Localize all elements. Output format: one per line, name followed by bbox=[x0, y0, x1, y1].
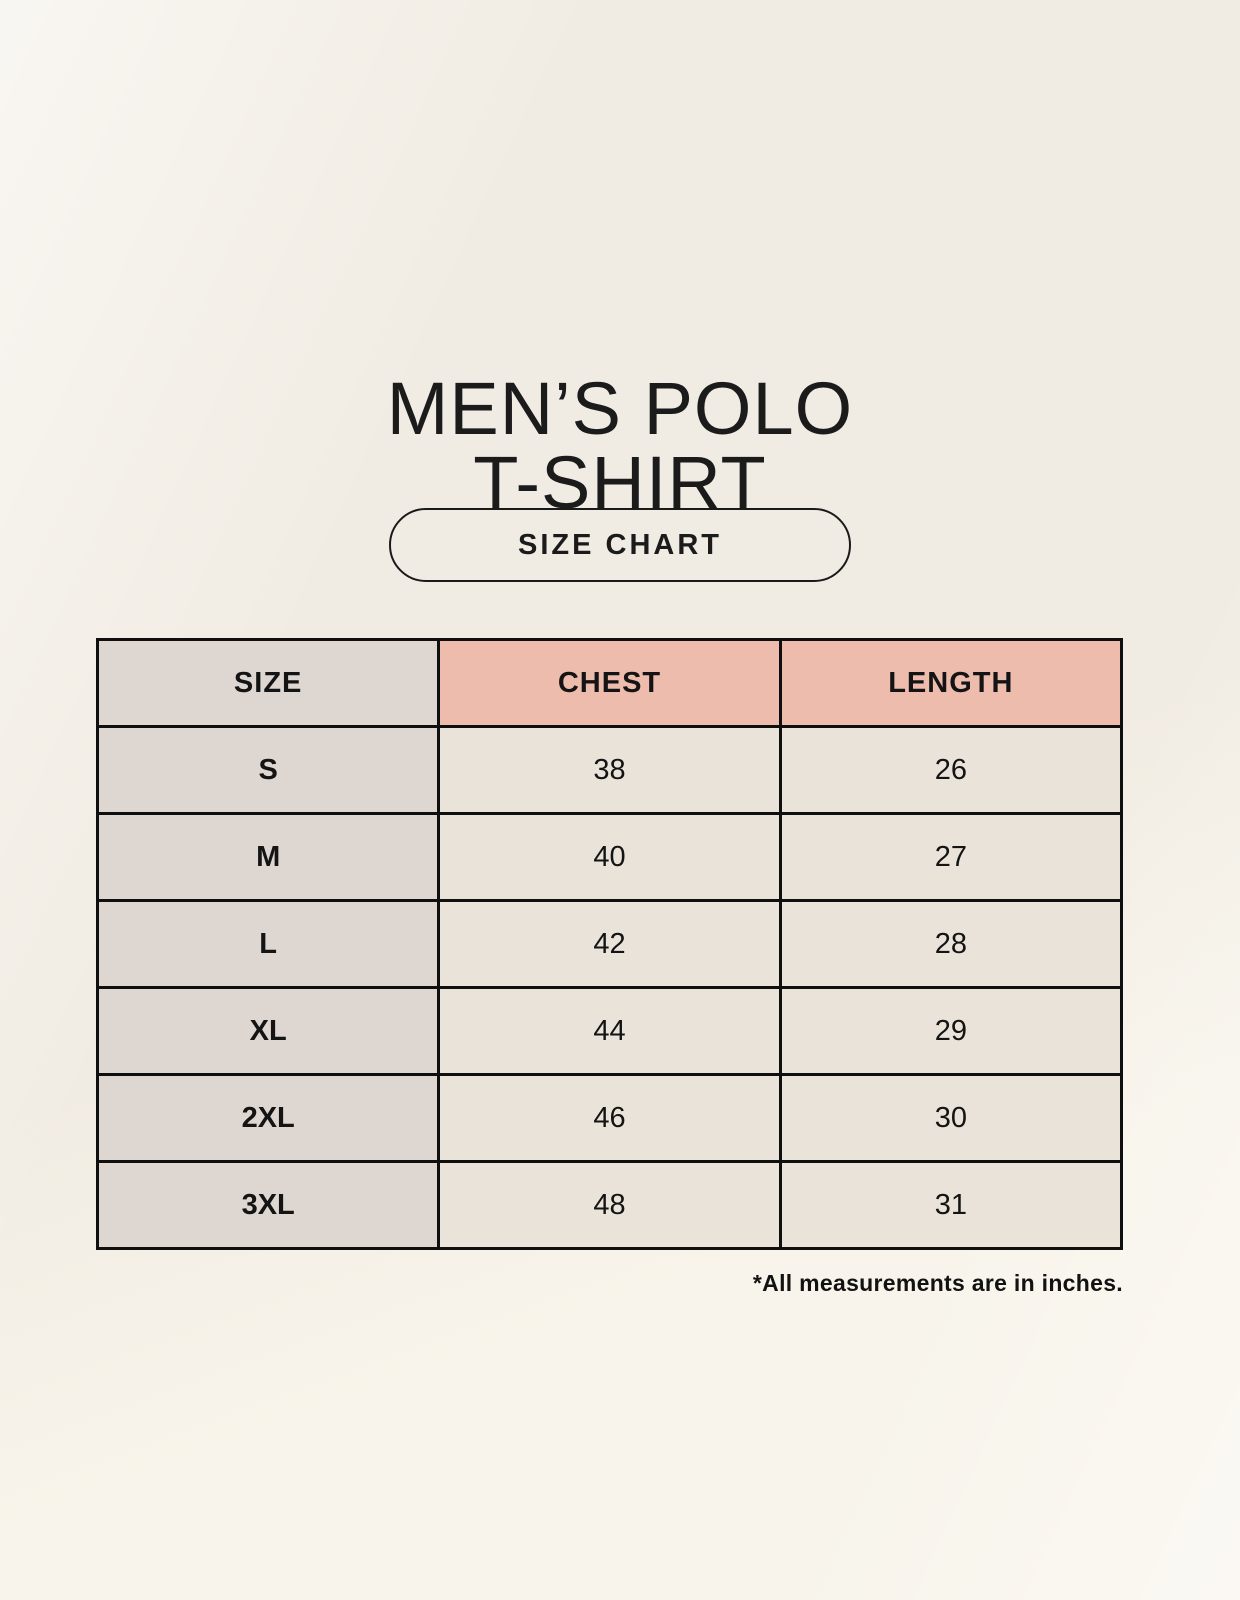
size-cell: M bbox=[95, 812, 441, 902]
length-cell: 27 bbox=[778, 812, 1124, 902]
table-row: XL 44 29 bbox=[95, 986, 1124, 1076]
chest-cell: 44 bbox=[437, 986, 782, 1076]
length-cell: 31 bbox=[778, 1160, 1124, 1250]
page-title: MEN’S POLO T-SHIRT bbox=[0, 366, 1240, 524]
table-row: S 38 26 bbox=[95, 725, 1124, 815]
measurements-footnote: *All measurements are in inches. bbox=[752, 1270, 1123, 1296]
table-row: 2XL 46 30 bbox=[95, 1073, 1124, 1163]
chest-cell: 48 bbox=[437, 1160, 782, 1250]
size-cell: 3XL bbox=[95, 1160, 441, 1250]
column-header-length: LENGTH bbox=[778, 638, 1124, 728]
length-cell: 29 bbox=[778, 986, 1124, 1076]
chest-cell: 42 bbox=[437, 899, 782, 989]
size-cell: 2XL bbox=[95, 1073, 441, 1163]
page-title-line-1: MEN’S POLO bbox=[386, 366, 854, 450]
chest-cell: 38 bbox=[437, 725, 782, 815]
table-row: 3XL 48 31 bbox=[95, 1160, 1124, 1250]
size-cell: L bbox=[95, 899, 441, 989]
size-cell: XL bbox=[95, 986, 441, 1076]
column-header-chest: CHEST bbox=[437, 638, 782, 728]
size-chart-table: SIZE CHEST LENGTH S 38 26 M 40 27 L 42 2… bbox=[95, 638, 1124, 1250]
table-header-row: SIZE CHEST LENGTH bbox=[95, 638, 1124, 728]
length-cell: 26 bbox=[778, 725, 1124, 815]
length-cell: 28 bbox=[778, 899, 1124, 989]
size-chart-badge: SIZE CHART bbox=[389, 508, 851, 582]
chest-cell: 40 bbox=[437, 812, 782, 902]
size-cell: S bbox=[95, 725, 441, 815]
table-row: M 40 27 bbox=[95, 812, 1124, 902]
length-cell: 30 bbox=[778, 1073, 1124, 1163]
chest-cell: 46 bbox=[437, 1073, 782, 1163]
page-title-line-2: T-SHIRT bbox=[473, 440, 767, 524]
table-row: L 42 28 bbox=[95, 899, 1124, 989]
column-header-size: SIZE bbox=[95, 638, 441, 728]
size-chart-badge-label: SIZE CHART bbox=[518, 528, 722, 561]
